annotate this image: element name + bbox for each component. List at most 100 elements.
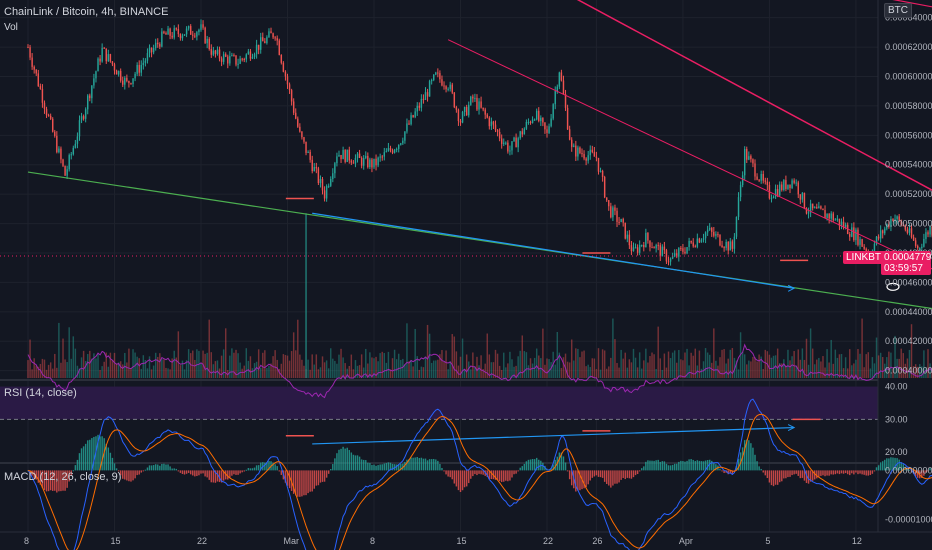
macd-histogram-bar: [37, 470, 40, 483]
currency-badge[interactable]: BTC: [884, 3, 912, 18]
candle-body: [511, 141, 513, 151]
volume-bar: [921, 366, 923, 378]
volume-bar: [655, 368, 657, 378]
macd-histogram-bar: [873, 470, 876, 472]
volume-bar: [179, 365, 182, 378]
volume-bar: [204, 353, 206, 378]
volume-bar: [698, 350, 701, 378]
candle-body: [622, 218, 624, 223]
volume-bar: [270, 363, 272, 378]
volume-bar: [894, 335, 896, 378]
candle-body: [377, 157, 379, 166]
macd-histogram-bar: [455, 470, 458, 487]
candle-body: [237, 63, 239, 65]
macd-histogram-bar: [612, 470, 614, 486]
candle-body: [297, 118, 299, 127]
candle-body: [892, 218, 894, 221]
candle-body: [783, 180, 785, 190]
macd-histogram-bar: [352, 454, 355, 471]
macd-histogram-bar: [220, 470, 223, 483]
candle-body: [484, 109, 486, 115]
macd-histogram-bar: [68, 470, 70, 482]
macd-histogram-bar: [822, 470, 824, 476]
candle-body: [560, 72, 563, 81]
macd-histogram-bar: [97, 434, 99, 471]
candle-body: [435, 72, 437, 75]
macd-histogram-bar: [680, 460, 682, 471]
candle-body: [688, 240, 690, 248]
descending-trendline-outer: [576, 0, 932, 191]
candle-body: [793, 180, 795, 183]
volume-bar: [595, 369, 598, 378]
candle-body: [222, 54, 225, 62]
volume-bar: [593, 358, 596, 378]
candle-body: [319, 178, 322, 184]
candle-body: [834, 219, 837, 221]
macd-histogram-bar: [634, 470, 637, 476]
candle-body: [706, 229, 709, 233]
candle-body: [323, 190, 326, 199]
volume-bar: [161, 359, 163, 378]
volume-bar: [721, 349, 723, 378]
volume-bar: [630, 362, 633, 378]
candle-body: [719, 234, 721, 246]
candle-body: [78, 120, 81, 137]
candle-body: [369, 159, 371, 168]
candle-body: [857, 229, 859, 245]
volume-bar: [430, 362, 433, 378]
macd-histogram-bar: [643, 466, 645, 471]
macd-histogram-bar: [529, 459, 532, 471]
macd-histogram-bar: [715, 464, 717, 471]
volume-bar: [292, 332, 295, 378]
candle-body: [750, 156, 752, 160]
candle-body: [142, 62, 145, 65]
candle-body: [311, 159, 313, 172]
candle-body: [132, 78, 134, 84]
price-tick-label: 0.00042000: [885, 336, 932, 346]
macd-histogram-bar: [708, 459, 711, 471]
candle-body: [665, 250, 668, 262]
candle-body: [414, 111, 416, 118]
macd-histogram-bar: [906, 469, 909, 471]
macd-histogram-bar: [299, 470, 301, 497]
candle-body: [76, 136, 79, 144]
candle-body: [678, 248, 680, 257]
candle-body: [760, 173, 762, 181]
macd-histogram-bar: [315, 470, 318, 486]
candle-body: [344, 150, 346, 162]
candle-body: [437, 72, 439, 74]
candle-body: [482, 107, 484, 110]
macd-histogram-bar: [811, 470, 814, 481]
candle-body: [39, 86, 42, 89]
candle-body: [103, 47, 105, 49]
volume-bar: [575, 348, 577, 378]
macd-histogram-bar: [764, 470, 767, 476]
macd-histogram-bar: [807, 470, 810, 484]
volume-bar: [165, 367, 167, 378]
macd-histogram-bar: [523, 463, 526, 471]
macd-histogram-bar: [801, 470, 804, 478]
volume-bar: [31, 369, 33, 378]
macd-histogram-bar: [599, 470, 602, 478]
volume-bar: [589, 367, 591, 378]
macd-histogram-bar: [620, 470, 622, 480]
candle-body: [465, 106, 468, 116]
candle-body: [352, 162, 355, 164]
macd-histogram-bar: [626, 470, 629, 478]
macd-histogram-bar: [727, 470, 729, 475]
macd-histogram-bar: [892, 457, 894, 471]
volume-bar: [122, 364, 124, 378]
macd-histogram-bar: [669, 465, 672, 471]
candle-body: [455, 107, 458, 110]
macd-histogram-bar: [879, 462, 882, 471]
candle-body: [801, 192, 804, 200]
macd-histogram-bar: [886, 458, 888, 471]
macd-histogram-bar: [185, 470, 188, 474]
candle-body: [570, 139, 573, 147]
volume-bar: [146, 368, 149, 378]
volume-bar: [200, 363, 202, 378]
volume-bar: [457, 365, 460, 378]
macd-histogram-bar: [636, 470, 639, 475]
volume-bar: [383, 353, 386, 378]
